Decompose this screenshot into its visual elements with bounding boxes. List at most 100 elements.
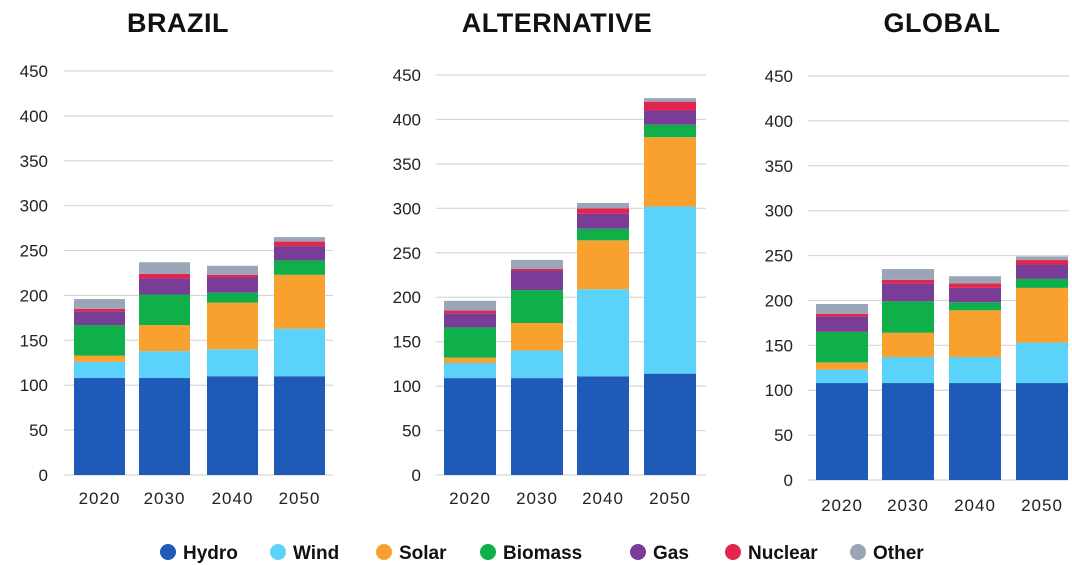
- chart-panels: BRAZIL 0 50 100 150 200 250 300 350 400 450 2020 203…: [20, 8, 1069, 515]
- legend-item-gas: Gas: [630, 543, 689, 564]
- legend-swatch: [480, 544, 496, 560]
- panel-title: GLOBAL: [884, 8, 1001, 38]
- bar-solar-2030: [139, 325, 190, 352]
- legend-label: Wind: [293, 543, 339, 564]
- panel-brazil: BRAZIL 0 50 100 150 200 250 300 350 400 450 2020 203…: [20, 8, 333, 508]
- panel-global: GLOBAL 0 50 100 150 200 250 300 350 400 450 2020 203…: [765, 8, 1069, 515]
- bar-biomass-2050: [274, 260, 325, 275]
- bar-biomass-2030: [139, 294, 190, 326]
- y-tick-label: 200: [393, 288, 421, 307]
- x-tick-label: 2040: [954, 496, 996, 515]
- legend-label: Biomass: [503, 543, 582, 564]
- x-tick-label: 2040: [582, 489, 624, 508]
- legend-label: Nuclear: [748, 543, 818, 564]
- bar-wind-2030: [882, 357, 934, 384]
- bar-nuclear-2020: [816, 313, 868, 317]
- bar-biomass-2020: [816, 331, 868, 363]
- bar-gas-2030: [882, 283, 934, 302]
- bar-solar-2030: [511, 323, 563, 351]
- bar-wind-2030: [139, 351, 190, 379]
- bar-solar-2040: [207, 302, 258, 350]
- bar-hydro-2030: [882, 383, 934, 480]
- bar-stack-2050: [1016, 256, 1068, 480]
- y-tick-label: 50: [29, 421, 48, 440]
- bar-nuclear-2050: [1016, 260, 1068, 265]
- bar-hydro-2020: [816, 383, 868, 480]
- y-tick-label: 150: [393, 333, 421, 352]
- bar-nuclear-2030: [139, 273, 190, 279]
- bar-hydro-2020: [444, 378, 496, 475]
- y-tick-label: 450: [765, 67, 793, 86]
- bar-gas-2050: [644, 110, 696, 125]
- y-tick-label: 250: [20, 242, 48, 261]
- legend-swatch: [376, 544, 392, 560]
- bar-wind-2050: [644, 206, 696, 374]
- bar-wind-2040: [949, 357, 1001, 384]
- bar-stack-2050: [274, 237, 325, 475]
- legend-item-other: Other: [850, 543, 924, 564]
- legend-item-wind: Wind: [270, 543, 339, 564]
- bar-gas-2020: [816, 316, 868, 332]
- bar-nuclear-2040: [207, 274, 258, 278]
- bar-hydro-2030: [511, 378, 563, 475]
- bar-biomass-2030: [511, 290, 563, 323]
- legend-label: Gas: [653, 543, 689, 564]
- bar-other-2050: [1016, 256, 1068, 261]
- bar-solar-2050: [274, 274, 325, 329]
- bar-nuclear-2050: [644, 101, 696, 111]
- bar-stack-2040: [577, 203, 629, 475]
- y-tick-label: 300: [20, 197, 48, 216]
- x-tick-label: 2050: [649, 489, 691, 508]
- bar-hydro-2050: [644, 373, 696, 475]
- bar-stack-2030: [882, 269, 934, 480]
- legend-swatch: [630, 544, 646, 560]
- legend-label: Hydro: [183, 543, 238, 564]
- bar-other-2020: [816, 304, 868, 314]
- x-tick-label: 2050: [279, 489, 321, 508]
- y-tick-label: 250: [393, 244, 421, 263]
- bar-stack-2030: [139, 262, 190, 475]
- bar-gas-2050: [1016, 264, 1068, 279]
- bar-gas-2040: [207, 277, 258, 293]
- x-tick-label: 2030: [516, 489, 558, 508]
- y-tick-label: 350: [393, 155, 421, 174]
- legend-item-hydro: Hydro: [160, 543, 238, 564]
- bar-stack-2030: [511, 259, 563, 475]
- bar-biomass-2020: [74, 325, 125, 356]
- bar-nuclear-2020: [444, 310, 496, 314]
- bar-solar-2040: [577, 240, 629, 290]
- bar-stack-2020: [74, 299, 125, 475]
- legend-swatch: [160, 544, 176, 560]
- bar-wind-2020: [444, 363, 496, 379]
- legend: Hydro Wind Solar Biomass Gas Nuclear Other: [160, 543, 924, 564]
- bar-solar-2040: [949, 310, 1001, 358]
- x-tick-label: 2020: [79, 489, 121, 508]
- y-tick-label: 400: [20, 107, 48, 126]
- bar-wind-2050: [1016, 342, 1068, 384]
- bar-hydro-2050: [1016, 383, 1068, 480]
- y-tick-label: 400: [765, 112, 793, 131]
- bar-hydro-2040: [577, 376, 629, 475]
- legend-item-solar: Solar: [376, 543, 447, 564]
- bar-other-2050: [274, 237, 325, 242]
- bar-hydro-2050: [274, 376, 325, 475]
- y-tick-label: 0: [39, 466, 48, 485]
- bar-other-2020: [444, 300, 496, 311]
- x-tick-label: 2020: [449, 489, 491, 508]
- y-tick-label: 300: [393, 199, 421, 218]
- bar-other-2030: [139, 262, 190, 274]
- legend-swatch: [270, 544, 286, 560]
- x-tick-label: 2050: [1021, 496, 1063, 515]
- bar-hydro-2020: [74, 378, 125, 475]
- panel-alternative: ALTERNATIVE 0 50 100 150 200 250 300 350 400 450 20…: [393, 8, 706, 508]
- bar-other-2020: [74, 299, 125, 309]
- bar-biomass-2040: [207, 292, 258, 303]
- bar-gas-2040: [949, 287, 1001, 303]
- legend-item-biomass: Biomass: [480, 543, 582, 564]
- y-tick-label: 350: [20, 152, 48, 171]
- y-tick-label: 250: [765, 247, 793, 266]
- bar-stack-2020: [816, 304, 868, 480]
- bar-gas-2030: [139, 278, 190, 295]
- bar-solar-2020: [444, 357, 496, 363]
- y-tick-label: 50: [774, 426, 793, 445]
